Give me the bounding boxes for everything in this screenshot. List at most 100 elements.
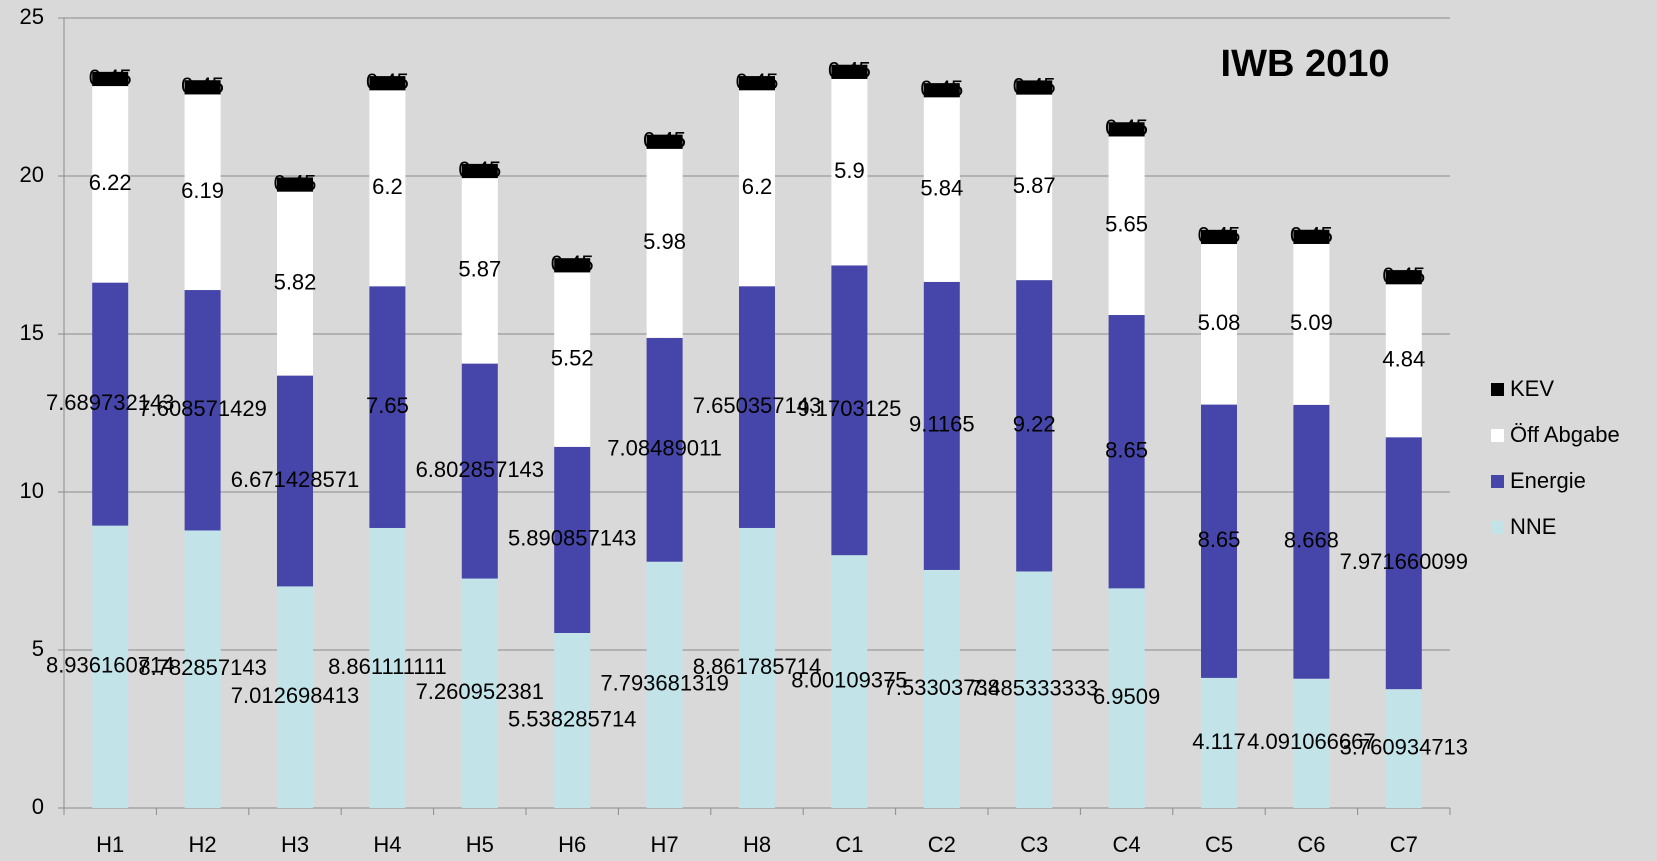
- y-tick-label: 15: [20, 320, 44, 345]
- data-label: 9.22: [1013, 412, 1056, 437]
- bar-segment: [1385, 689, 1422, 808]
- data-label: 4.117: [1192, 729, 1245, 754]
- bar-segment: [1201, 677, 1237, 808]
- bar-segment: [1293, 243, 1330, 405]
- data-label: 0.45: [828, 58, 871, 83]
- data-label: 7.485333333: [970, 676, 1098, 701]
- bar-segment: [831, 265, 868, 556]
- bar-segment: [739, 76, 775, 91]
- data-label: 0.45: [458, 157, 501, 182]
- data-label: 7.012698413: [231, 683, 359, 708]
- data-label: 6.671428571: [231, 467, 359, 492]
- x-tick-label: C7: [1390, 832, 1418, 857]
- chart-title: IWB 2010: [1221, 43, 1390, 85]
- data-label: 9.1703125: [797, 396, 901, 421]
- bar-segment: [369, 527, 406, 808]
- bar-segment: [369, 76, 406, 91]
- x-tick-label: C5: [1205, 832, 1233, 857]
- data-label: 5.65: [1105, 212, 1148, 237]
- bar-segment: [1293, 229, 1330, 244]
- bar-segment: [277, 191, 313, 376]
- legend-swatch: [1491, 429, 1504, 442]
- x-tick-label: H2: [189, 832, 217, 857]
- data-label: 6.9509: [1093, 684, 1160, 709]
- data-label: 7.793681319: [600, 671, 728, 696]
- bar-segment: [1385, 284, 1422, 438]
- data-label: 0.45: [1198, 223, 1241, 248]
- data-label: 8.861111111: [328, 654, 447, 679]
- bar-segment: [277, 586, 313, 808]
- data-label: 5.890857143: [508, 526, 636, 551]
- bar-segment: [1201, 404, 1237, 678]
- bar-segment: [461, 578, 498, 808]
- x-tick-label: C4: [1113, 832, 1141, 857]
- data-label: 0.45: [736, 69, 779, 94]
- x-tick-label: H8: [743, 832, 771, 857]
- data-label: 5.538285714: [508, 706, 636, 731]
- bar-segment: [831, 555, 868, 808]
- legend-swatch: [1491, 383, 1504, 396]
- data-label: 8.65: [1105, 437, 1148, 462]
- bar-segment: [1108, 136, 1145, 316]
- data-label: 4.84: [1382, 347, 1425, 372]
- legend-swatch: [1491, 521, 1504, 534]
- bar-segment: [92, 525, 129, 808]
- data-label: 0.45: [920, 76, 963, 101]
- data-label: 5.87: [1013, 173, 1056, 198]
- legend-swatch: [1491, 475, 1504, 488]
- data-label: 3.760934713: [1340, 734, 1468, 759]
- bar-segment: [92, 282, 129, 526]
- bar-segment: [92, 86, 129, 283]
- data-label: 0.45: [1013, 73, 1056, 98]
- data-label: 0.45: [551, 251, 594, 276]
- x-tick-label: H1: [96, 832, 124, 857]
- legend-label: NNE: [1510, 514, 1556, 539]
- data-label: 8.65: [1198, 527, 1241, 552]
- bar-segment: [646, 337, 683, 562]
- data-label: 6.2: [372, 174, 403, 199]
- bar-segment: [461, 178, 498, 364]
- bar-segment: [739, 527, 775, 808]
- data-label: 8.782857143: [138, 655, 266, 680]
- data-label: 8.00109375: [791, 667, 907, 692]
- bar-segment: [1016, 80, 1053, 95]
- bar-segment: [92, 71, 129, 87]
- bar-segment: [554, 272, 591, 447]
- data-label: 7.608571429: [138, 396, 266, 421]
- data-label: 7.65: [366, 393, 409, 418]
- data-label: 8.668: [1284, 528, 1339, 553]
- x-tick-label: H4: [373, 832, 401, 857]
- bar-segment: [461, 163, 498, 179]
- bar-segment: [1108, 588, 1145, 808]
- y-tick-label: 20: [20, 162, 44, 187]
- data-label: 4.091066667: [1247, 729, 1375, 754]
- bar-segment: [1385, 437, 1422, 690]
- legend-label: Energie: [1510, 468, 1586, 493]
- data-label: 5.08: [1198, 310, 1241, 335]
- data-label: 7.53303738: [884, 675, 1000, 700]
- data-label: 0.45: [274, 170, 317, 195]
- data-label: 8.936160714: [46, 653, 174, 678]
- bar-segment: [554, 632, 591, 808]
- bar-segment: [646, 148, 683, 338]
- bar-segment: [831, 64, 868, 79]
- data-label: 7.689732143: [46, 390, 174, 415]
- legend-label: Öff Abgabe: [1510, 422, 1620, 447]
- bar-segment: [184, 530, 221, 808]
- bar-segment: [646, 134, 683, 149]
- data-label: 5.98: [643, 229, 686, 254]
- data-label: 0.45: [1105, 115, 1148, 140]
- bar-segment: [739, 286, 775, 528]
- data-label: 7.260952381: [416, 679, 544, 704]
- data-label: 9.1165: [909, 412, 975, 437]
- data-label: 5.82: [274, 269, 317, 294]
- y-tick-label: 10: [20, 478, 44, 503]
- bar-segment: [369, 90, 406, 287]
- bar-segment: [461, 363, 498, 579]
- x-tick-label: H6: [558, 832, 586, 857]
- data-label: 0.45: [89, 65, 132, 90]
- bar-segment: [1016, 280, 1053, 572]
- bar-segment: [554, 258, 591, 273]
- data-label: 0.45: [1290, 223, 1333, 248]
- data-label: 7.08489011: [607, 436, 722, 461]
